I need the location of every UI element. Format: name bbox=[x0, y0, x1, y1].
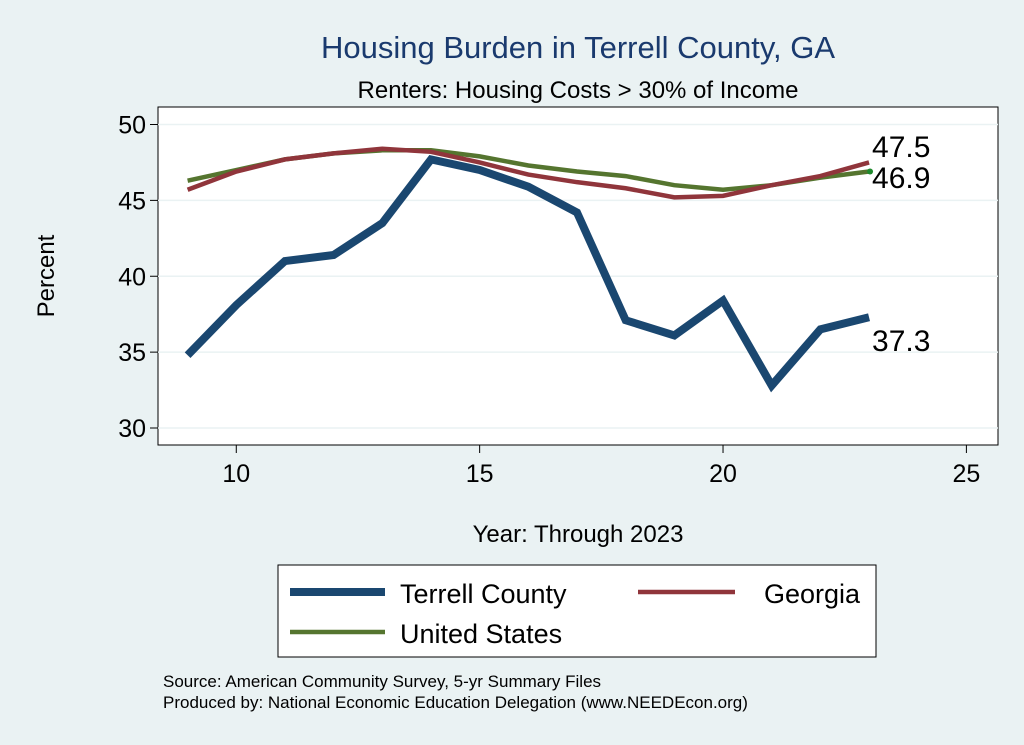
legend-label-united-states: United States bbox=[400, 619, 562, 649]
end-labels: 37.3 47.546.9 bbox=[872, 131, 930, 358]
legend-label-georgia: Georgia bbox=[764, 579, 861, 609]
x-tick-label: 10 bbox=[222, 460, 250, 488]
axes: 30 35 40 45 50 10 15 20 25 bbox=[118, 112, 980, 489]
produced-by-note: Produced by: National Economic Education… bbox=[163, 693, 748, 712]
series-lines bbox=[184, 146, 874, 393]
legend: Terrell County Georgia United States bbox=[290, 579, 861, 649]
end-label-terrell-county: 37.3 bbox=[872, 325, 930, 358]
legend-label-terrell-county: Terrell County bbox=[400, 579, 567, 609]
gridlines bbox=[158, 123, 998, 429]
x-tick-label: 15 bbox=[466, 460, 494, 488]
series-line-terrell-county bbox=[184, 154, 871, 393]
chart-subtitle: Renters: Housing Costs > 30% of Income bbox=[358, 77, 799, 104]
series-end-marker-united-states bbox=[867, 168, 874, 175]
source-note: Source: American Community Survey, 5-yr … bbox=[163, 672, 601, 691]
y-tick-label: 30 bbox=[118, 415, 146, 443]
y-tick-label: 40 bbox=[118, 263, 146, 291]
x-axis-title: Year: Through 2023 bbox=[473, 521, 684, 548]
y-tick-label: 45 bbox=[118, 187, 146, 215]
y-tick-label: 50 bbox=[118, 112, 146, 140]
chart-title: Housing Burden in Terrell County, GA bbox=[321, 30, 835, 65]
legend-box bbox=[277, 564, 877, 658]
x-tick-label: 20 bbox=[709, 460, 737, 488]
y-tick-label: 35 bbox=[118, 339, 146, 367]
series-line-georgia bbox=[186, 146, 870, 200]
y-axis-title: Percent bbox=[33, 234, 60, 317]
end-label-georgia: 47.5 bbox=[872, 131, 930, 164]
end-label-united-states: 46.9 bbox=[872, 162, 930, 195]
x-tick-label: 25 bbox=[952, 460, 980, 488]
